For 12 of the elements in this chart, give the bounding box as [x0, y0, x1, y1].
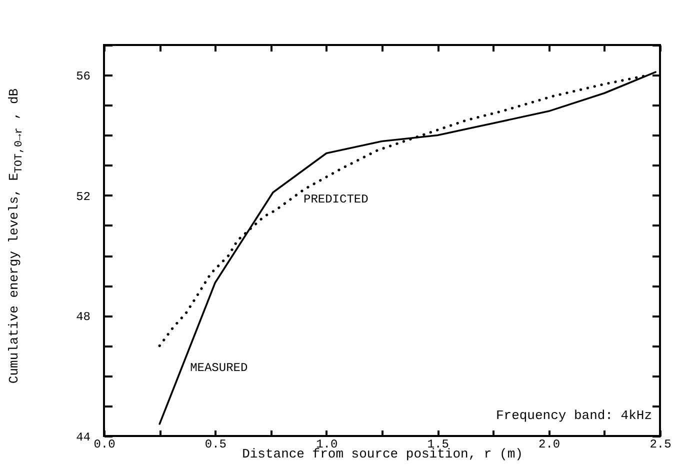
annotation: MEASURED [190, 360, 248, 375]
line-series [158, 71, 656, 425]
y-tick-label: 48 [76, 310, 90, 324]
annotation: PREDICTED [303, 192, 368, 206]
annotation: Frequency band: 4kHz [496, 408, 652, 423]
x-tick-label: 2.5 [650, 438, 672, 452]
y-tick-label: 44 [76, 430, 90, 444]
x-tick-label: 2.0 [538, 438, 560, 452]
x-tick-label: 0.5 [204, 438, 227, 452]
y-tick-label: 56 [76, 70, 90, 84]
y-tick-label: 52 [76, 190, 90, 204]
x-tick-label: 0.0 [94, 438, 116, 452]
